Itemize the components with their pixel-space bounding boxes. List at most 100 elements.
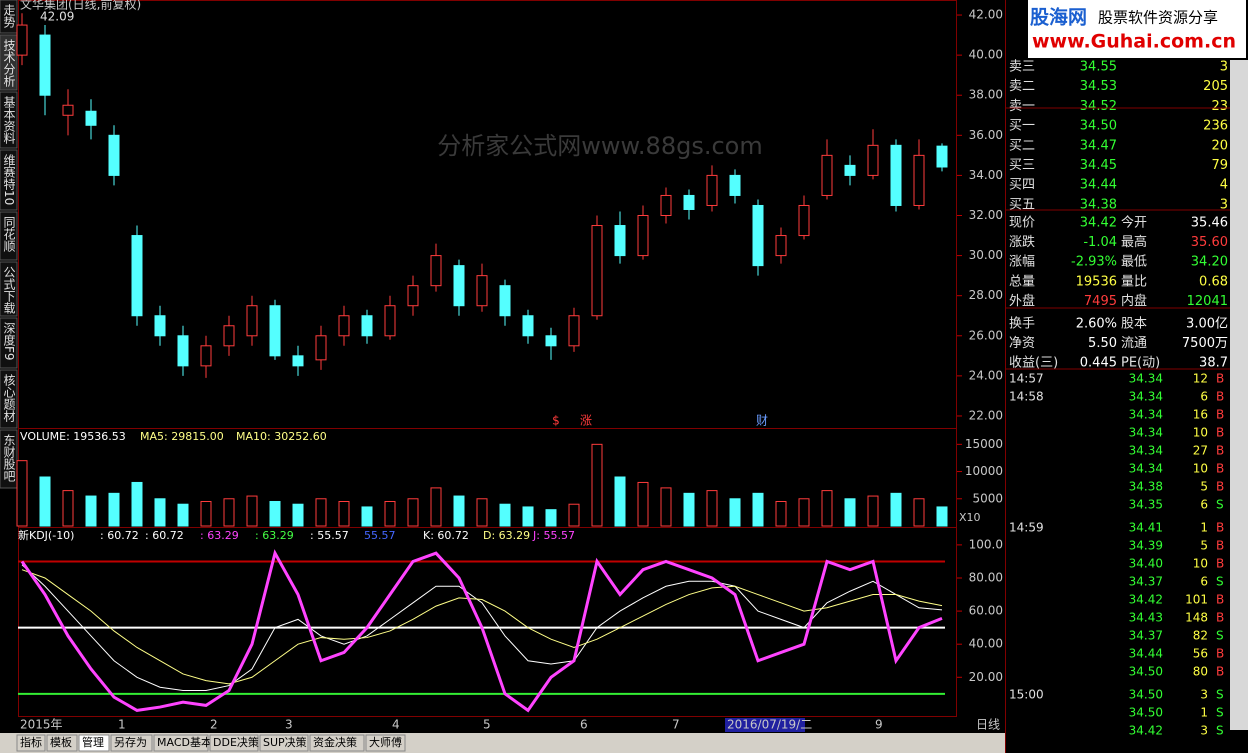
bottom-tab[interactable] [78,734,110,752]
y-tick-label: 40.00 [969,48,1003,62]
bottom-tab-label[interactable]: 管理 [82,735,104,749]
candle-body [246,305,258,337]
candle-body [269,305,281,357]
sidebar-tab-label[interactable]: 同花顺 [2,216,16,252]
sidebar-tab[interactable] [0,0,18,34]
sidebar-tab-label[interactable]: 深度F9 [2,322,16,361]
side-toolbar[interactable] [1230,60,1248,730]
candle-body [131,235,143,317]
bottom-tab-label[interactable]: SUP决策 [263,735,307,749]
trade-volume: 101 [1185,593,1208,607]
bottom-tab[interactable] [309,734,365,752]
quote-value: 38.7 [1199,356,1228,371]
volume-bar [568,503,580,527]
sidebar-tab-label[interactable]: 核心题材 [2,374,16,422]
bottom-tab-label[interactable]: DDE决策 [213,735,259,749]
trade-volume: 12 [1193,372,1208,386]
chart-title: 文华集团(日线,前复权) [20,0,141,12]
trade-side: B [1216,372,1224,386]
bottom-tab-label[interactable]: 大师傅 [369,735,402,749]
bottom-tab-label[interactable]: 模板 [50,735,72,749]
trade-price: 34.50 [1129,688,1163,702]
sidebar-tab[interactable] [0,369,18,429]
kdj-line [21,564,943,692]
volume-bar [223,498,235,527]
high-label: 42.09 [40,10,74,24]
quote-value: 5.50 [1088,336,1117,351]
event-marker[interactable]: $ [552,414,560,428]
sidebar-tab[interactable] [0,34,18,91]
event-marker[interactable]: 涨 [580,413,592,428]
candle-body [361,315,373,337]
volume-bar [85,495,97,527]
bottom-tab[interactable] [110,734,153,752]
event-marker[interactable]: 财 [756,414,768,428]
volume-bar [315,498,327,527]
quote-value: 7495 [1084,294,1117,309]
order-label: 买五 [1009,197,1035,212]
volume-legend: MA10: 30252.60 [236,430,327,443]
period-label[interactable]: 日线 [976,718,1000,732]
volume-bar [752,492,764,527]
volume-bar [62,490,74,527]
trade-side: B [1216,521,1224,535]
quote-label: 外盘 [1009,293,1035,309]
candle-body [430,255,442,287]
sidebar-tab-label[interactable]: 基本资料 [2,96,16,144]
trade-price: 34.39 [1129,539,1163,553]
sidebar-tab-label[interactable]: 东财股吧 [2,434,16,482]
volume-bar [39,476,51,527]
bottom-tab-label[interactable]: 另存为 [114,735,147,749]
quote-label: 净资 [1009,336,1035,351]
sidebar-tab[interactable] [0,261,18,317]
bottom-tab[interactable] [153,734,209,752]
y-tick-label: 30.00 [969,248,1003,262]
candle-body [913,154,925,206]
order-volume: 236 [1203,119,1228,134]
order-label: 买三 [1009,158,1035,173]
bottom-tab[interactable] [259,734,309,752]
sidebar-tab-label[interactable]: 公式下载 [2,266,16,315]
x-tick-label: 2015年 [20,718,63,732]
bottom-tab[interactable] [365,734,406,752]
volume-bar [154,498,166,527]
bottom-tab[interactable] [209,734,259,752]
quote-value: 3.00亿 [1186,317,1228,332]
logo-text: 股海网 [1030,6,1087,29]
bottom-tab[interactable] [46,734,78,752]
trade-volume: 10 [1193,462,1208,476]
sidebar-tab-label[interactable]: 技术分析 [2,39,16,88]
volume-bar [660,487,672,527]
bottom-tab-label[interactable]: 资金决策 [313,735,357,749]
volume-bar [476,498,488,527]
quote-value: -1.04 [1083,235,1117,250]
candle-body [62,104,74,116]
kdj-legend: : 55.57 [310,529,349,542]
trade-price: 34.34 [1129,390,1163,404]
y-tick-label: 28.00 [969,288,1003,302]
volume-bar [913,498,925,527]
trade-side: S [1216,498,1224,512]
kdj-legend: 新KDJ(-10) [18,528,74,542]
candle-body [39,34,51,96]
x-tick-label: 1 [118,718,126,732]
kdj-legend: 55.57 [364,529,396,542]
volume-bar [867,495,879,527]
trade-price: 34.50 [1129,706,1163,720]
candle-body [453,265,465,307]
quote-label: 涨幅 [1009,255,1035,270]
sidebar-tab[interactable] [0,149,18,211]
volume-bar [453,495,465,527]
quote-value: 19536 [1076,274,1117,289]
sidebar-tab[interactable] [0,211,18,261]
bottom-tab-label[interactable]: 指标 [20,735,42,749]
bottom-tab[interactable] [16,734,46,752]
sidebar-tab-label[interactable]: 维赛特10 [2,154,16,206]
sidebar-tab-label[interactable]: 走势 [2,4,16,28]
sidebar-tab[interactable] [0,91,18,149]
sidebar-tab[interactable] [0,317,18,369]
sidebar-tab[interactable] [0,429,18,489]
bottom-tab-label[interactable]: MACD基本 [157,735,212,749]
volume-bar [338,501,350,527]
quote-value: 34.42 [1080,216,1117,231]
